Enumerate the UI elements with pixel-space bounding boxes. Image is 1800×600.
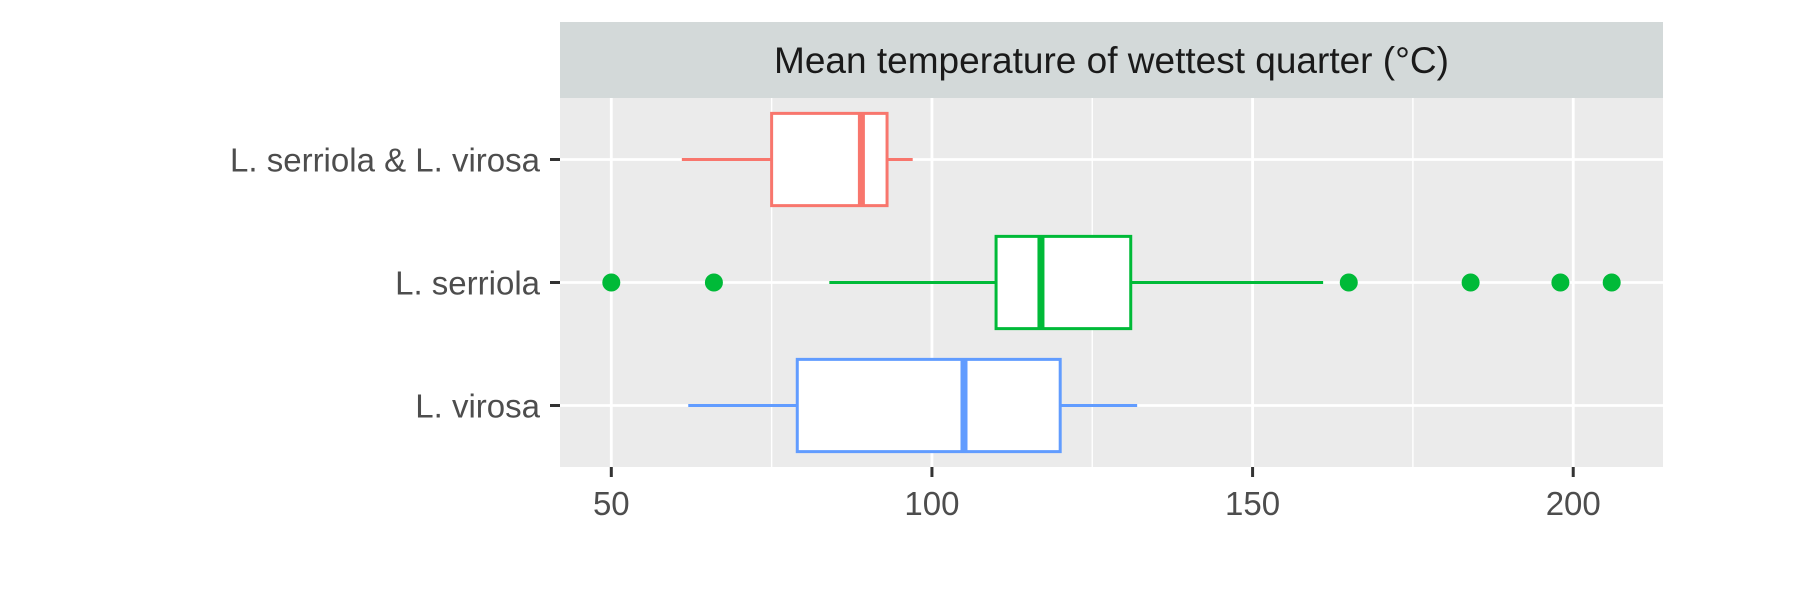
outlier-point [704,273,723,292]
marks-layer [602,111,1621,454]
strip-title: Mean temperature of wettest quarter (°C) [774,40,1449,81]
x-tick-label: 50 [593,485,630,522]
boxplot-group [688,357,1138,454]
box [770,111,889,208]
outlier-point [1551,273,1570,292]
outlier-point [1339,273,1358,292]
boxplot-group [602,234,1621,331]
x-tick-label: 150 [1225,485,1280,522]
outlier-point [1602,273,1621,292]
strip-background [560,22,1663,98]
box [994,234,1133,331]
boxplot-group [681,111,913,208]
x-tick-label: 200 [1546,485,1601,522]
y-tick-label: L. virosa [415,388,540,425]
y-tick-label: L. serriola [395,265,541,302]
outlier-point [602,273,621,292]
outlier-point [1461,273,1480,292]
box [795,357,1062,454]
x-tick-label: 100 [904,485,959,522]
y-tick-label: L. serriola & L. virosa [230,142,541,179]
axis-layer: L. serriola & L. virosa L. serriola L. vir… [230,142,1601,523]
